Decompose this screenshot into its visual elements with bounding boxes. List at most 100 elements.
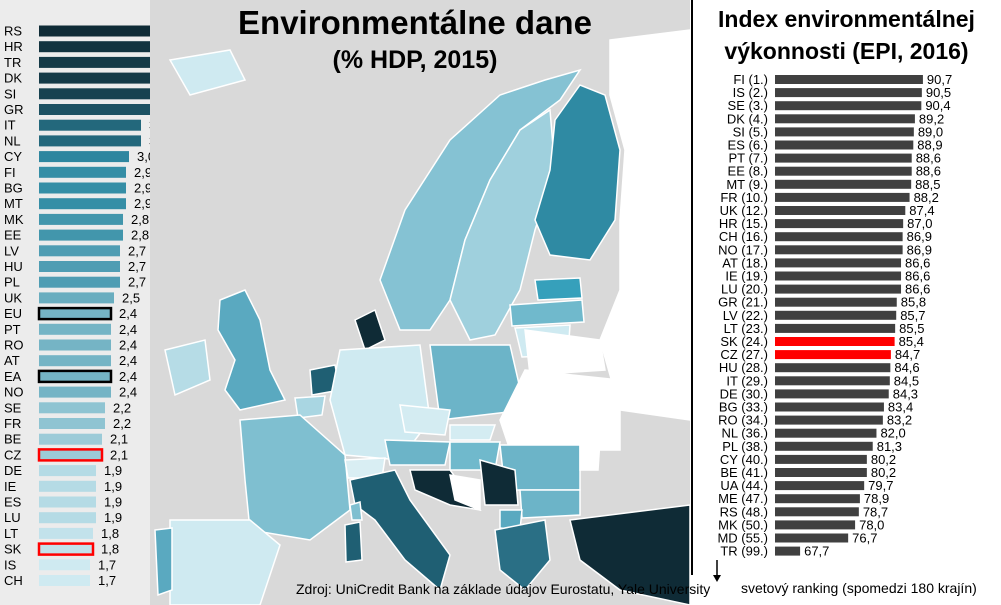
tax-bar	[39, 386, 111, 398]
tax-bar	[39, 104, 150, 115]
tax-value-label: 2,7	[128, 259, 146, 274]
tax-category-label: ES	[4, 495, 22, 510]
tax-value-label: 2,2	[113, 400, 131, 415]
tax-value-label: 2,4	[119, 322, 137, 337]
epi-value-label: 85,8	[901, 295, 926, 310]
epi-bar	[775, 546, 801, 556]
epi-value-label: 86,6	[905, 282, 930, 297]
tax-category-label: EE	[4, 228, 22, 243]
main-subtitle: (% HDP, 2015)	[332, 46, 498, 74]
tax-value-label: 2,8	[131, 212, 149, 227]
epi-bar	[775, 297, 897, 307]
epi-value-label: 89,0	[918, 124, 943, 139]
tax-bar	[39, 355, 111, 367]
epi-bar	[775, 428, 877, 438]
epi-bar	[775, 350, 891, 360]
epi-value-label: 84,6	[894, 360, 919, 375]
tax-bar	[39, 527, 93, 539]
epi-value-label: 83,2	[887, 413, 912, 428]
tax-category-label: BE	[4, 432, 22, 447]
map-estonia	[534, 277, 583, 301]
tax-value-label: 2,9	[134, 181, 152, 196]
epi-value-label: 88,9	[917, 138, 942, 153]
europe-map	[150, 0, 690, 605]
tax-category-label: LT	[4, 526, 18, 541]
epi-category-label: BE (41.)	[720, 465, 768, 480]
epi-category-label: FI (1.)	[733, 72, 768, 87]
epi-value-label: 89,2	[919, 111, 944, 126]
epi-category-label: DE (30.)	[720, 386, 768, 401]
tax-category-label: HR	[4, 39, 23, 54]
epi-value-label: 67,7	[804, 544, 829, 559]
epi-bar	[775, 454, 867, 464]
epi-category-label: IT (29.)	[726, 373, 768, 388]
tax-value-label: 2,4	[119, 306, 137, 321]
epi-value-label: 88,5	[915, 177, 940, 192]
map-russia	[599, 29, 690, 421]
epi-category-label: AT (18.)	[722, 255, 768, 270]
epi-value-label: 84,5	[894, 373, 919, 388]
map-austria	[384, 439, 451, 466]
epi-category-label: NO (17.)	[718, 242, 768, 257]
tax-category-label: TR	[4, 55, 21, 70]
tax-category-label: PL	[4, 275, 20, 290]
epi-bar	[775, 219, 904, 229]
tax-category-label: MT	[4, 196, 23, 211]
epi-bar	[775, 310, 897, 320]
epi-bar	[775, 376, 890, 386]
tax-value-label: 2,4	[119, 385, 137, 400]
map-bosnia	[449, 474, 481, 512]
tax-value-label: 1,8	[101, 526, 119, 541]
map-corsica	[349, 501, 363, 521]
tax-value-label: 2,4	[119, 338, 137, 353]
tax-value-label: 2,9	[134, 165, 152, 180]
tax-bar	[39, 72, 159, 84]
tax-bar	[39, 198, 126, 210]
map-greece	[494, 519, 551, 592]
epi-value-label: 80,2	[871, 465, 896, 480]
epi-value-label: 87,4	[909, 203, 934, 218]
tax-value-label: 2,4	[119, 369, 137, 384]
tax-category-label: LV	[4, 243, 19, 258]
epi-value-label: 86,6	[905, 255, 930, 270]
tax-value-label: 2,7	[128, 275, 146, 290]
epi-bar	[775, 166, 912, 176]
epi-category-label: IE (19.)	[725, 269, 768, 284]
tax-category-label: IT	[4, 118, 16, 133]
epi-bar	[775, 284, 902, 294]
tax-category-label: EU	[4, 306, 22, 321]
tax-bar	[39, 465, 96, 477]
epi-category-label: ES (6.)	[728, 138, 768, 153]
epi-bar	[775, 533, 849, 543]
epi-category-label: SI (5.)	[733, 124, 768, 139]
tax-category-label: FI	[4, 165, 16, 180]
epi-value-label: 90,7	[927, 72, 952, 87]
tax-value-label: 2,8	[131, 228, 149, 243]
tax-bar	[39, 229, 123, 241]
epi-bar	[775, 468, 867, 477]
epi-category-label: CH (16.)	[719, 229, 768, 244]
tax-category-label: EA	[4, 369, 22, 384]
epi-bar	[775, 192, 910, 202]
ranking-arrow-icon	[713, 560, 721, 582]
epi-bar	[775, 415, 883, 425]
epi-category-label: PL (38.)	[722, 439, 768, 454]
source-note: Zdroj: UniCredit Bank na základe údajov …	[296, 581, 711, 597]
epi-value-label: 81,3	[877, 439, 902, 454]
tax-category-label: RS	[4, 24, 22, 39]
epi-value-label: 82,0	[880, 426, 905, 441]
epi-category-label: HR (15.)	[719, 216, 768, 231]
map-ireland	[164, 339, 211, 397]
epi-category-label: PT (7.)	[729, 151, 769, 166]
epi-bar	[775, 520, 856, 530]
tax-category-label: SE	[4, 400, 22, 415]
map-slovakia	[449, 424, 497, 441]
epi-bar	[775, 232, 903, 242]
epi-bar	[775, 114, 915, 124]
epi-category-label: LT (23.)	[724, 321, 768, 336]
epi-category-label: RO (34.)	[718, 413, 768, 428]
tax-bar	[39, 323, 111, 335]
epi-value-label: 78,7	[863, 504, 888, 519]
tax-bar	[37, 369, 113, 384]
map-belgium	[294, 395, 326, 419]
